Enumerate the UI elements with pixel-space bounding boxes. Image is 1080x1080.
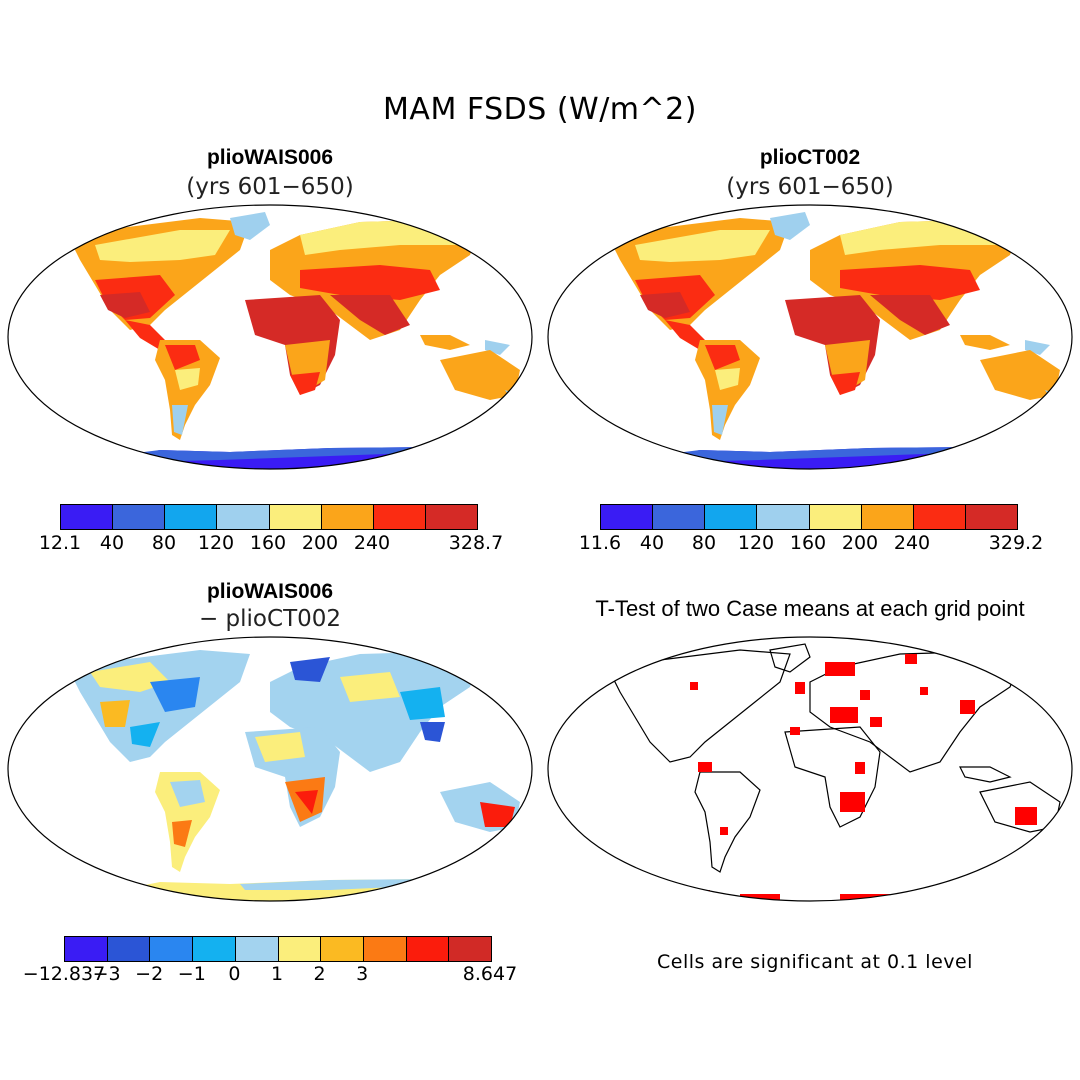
colorbar-b-swatch	[809, 505, 862, 529]
map-difference	[7, 636, 533, 902]
colorbar-c-swatch	[321, 937, 364, 961]
colorbar-a-swatch	[113, 505, 166, 529]
main-title: MAM FSDS (W/m^2)	[383, 92, 697, 127]
colorbar-c-tick: 8.647	[462, 963, 518, 985]
colorbar-c-swatch	[449, 937, 492, 961]
map-plioWAIS006	[7, 204, 533, 470]
colorbar-a-swatch	[217, 505, 270, 529]
colorbar-c-tick: −3	[92, 963, 121, 985]
colorbar-b-swatch	[965, 505, 1017, 529]
panel-b-subtitle: (yrs 601−650)	[726, 174, 894, 200]
colorbar-c-tick: −1	[177, 963, 206, 985]
colorbar-c-ticks: −12.837 −3 −2 −1 0 1 2 3 8.647	[23, 963, 517, 987]
colorbar-b-tick: 40	[639, 532, 665, 554]
colorbar-a-swatch	[425, 505, 477, 529]
colorbar-a-swatch	[165, 505, 218, 529]
colorbar-c-tick: 2	[313, 963, 326, 985]
colorbar-a	[60, 504, 478, 530]
colorbar-a-ticks: 12.1 40 80 120 160 200 240 328.7	[39, 532, 503, 556]
colorbar-b	[600, 504, 1018, 530]
land-australia	[440, 350, 520, 400]
colorbar-c-swatch	[193, 937, 236, 961]
panel-a-title: plioWAIS006	[206, 146, 334, 169]
colorbar-a-tick: 240	[353, 532, 391, 554]
colorbar-b-swatch	[913, 505, 966, 529]
colorbar-b-tick: 240	[893, 532, 931, 554]
map-plioCT002	[547, 204, 1073, 470]
colorbar-a-tick: 12.1	[38, 532, 82, 554]
colorbar-b-swatch	[861, 505, 914, 529]
colorbar-b-tick: 11.6	[578, 532, 622, 554]
colorbar-b-swatch	[601, 505, 654, 529]
colorbar-a-tick: 80	[151, 532, 177, 554]
colorbar-b-tick: 200	[841, 532, 879, 554]
colorbar-b-ticks: 11.6 40 80 120 160 200 240 329.2	[579, 532, 1043, 556]
colorbar-b-swatch	[757, 505, 810, 529]
panel-d-title: T-Test of two Case means at each grid po…	[595, 596, 1025, 621]
colorbar-c-swatch	[235, 937, 279, 961]
colorbar-a-swatch	[61, 505, 114, 529]
colorbar-c	[64, 936, 492, 962]
colorbar-a-tick: 200	[301, 532, 339, 554]
colorbar-b-tick: 120	[737, 532, 775, 554]
colorbar-c-tick: 0	[228, 963, 241, 985]
land-south-america	[155, 340, 220, 440]
colorbar-c-swatch	[278, 937, 322, 961]
colorbar-c-swatch	[363, 937, 407, 961]
panel-b-title: plioCT002	[759, 146, 861, 169]
colorbar-a-swatch	[269, 505, 322, 529]
colorbar-c-tick: −2	[135, 963, 164, 985]
colorbar-b-tick: 80	[691, 532, 717, 554]
colorbar-b-tick: 329.2	[988, 532, 1044, 554]
colorbar-a-tick: 328.7	[448, 532, 504, 554]
colorbar-b-tick: 160	[789, 532, 827, 554]
panel-c-title: plioWAIS006	[206, 580, 334, 603]
colorbar-a-tick: 160	[249, 532, 287, 554]
colorbar-c-swatch	[406, 937, 450, 961]
colorbar-c-tick: −12.837	[22, 963, 106, 985]
colorbar-c-tick: 3	[356, 963, 369, 985]
colorbar-a-tick: 120	[197, 532, 235, 554]
colorbar-c-swatch	[107, 937, 151, 961]
panel-a-subtitle: (yrs 601−650)	[186, 174, 354, 200]
colorbar-b-swatch	[705, 505, 758, 529]
panel-c-subtitle: − plioCT002	[198, 606, 342, 632]
colorbar-c-swatch	[65, 937, 108, 961]
significant-cells	[650, 654, 1037, 901]
significance-note: Cells are significant at 0.1 level	[657, 951, 973, 973]
colorbar-c-tick: 1	[270, 963, 284, 985]
map-ttest	[547, 636, 1073, 902]
colorbar-a-tick: 40	[99, 532, 125, 554]
colorbar-a-swatch	[373, 505, 426, 529]
colorbar-b-swatch	[653, 505, 706, 529]
colorbar-c-swatch	[150, 937, 194, 961]
colorbar-a-swatch	[321, 505, 374, 529]
